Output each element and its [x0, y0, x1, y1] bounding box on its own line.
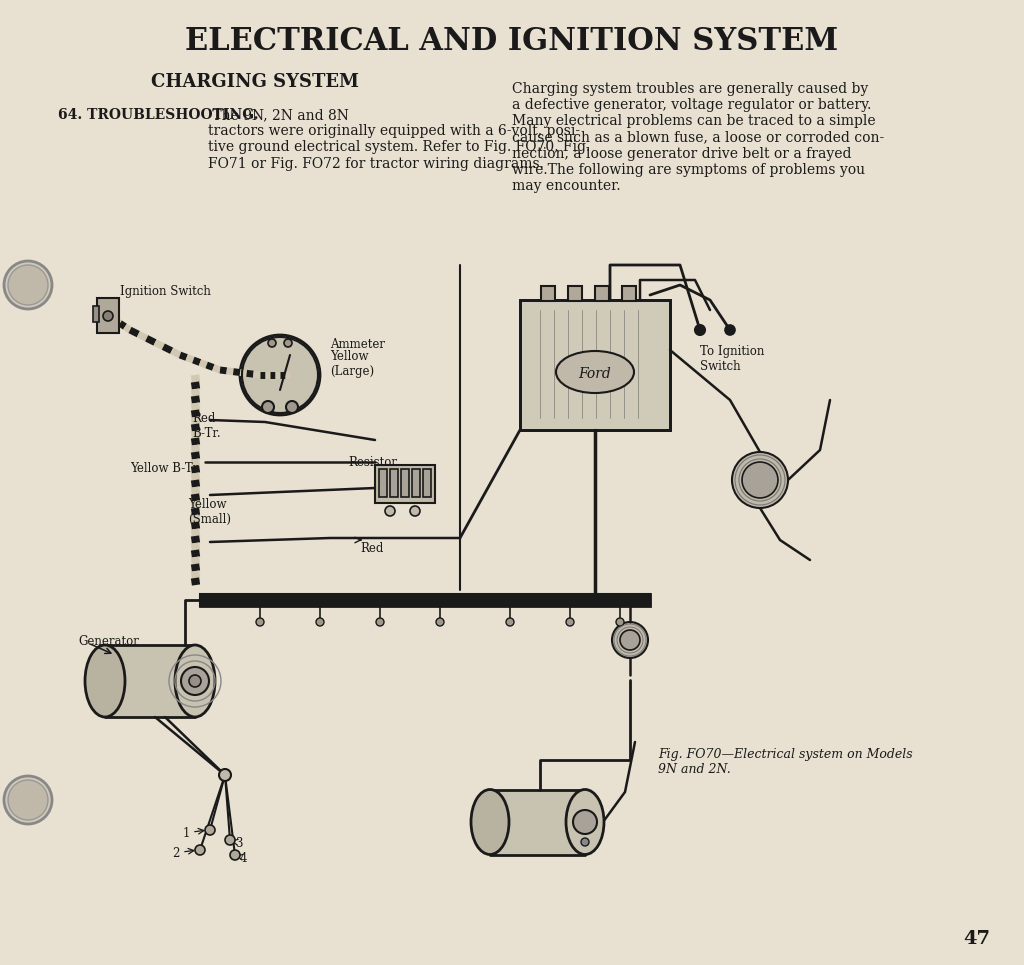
- Circle shape: [219, 769, 231, 781]
- Text: 4: 4: [240, 852, 248, 865]
- Bar: [622, 286, 636, 301]
- Text: 47: 47: [963, 930, 990, 948]
- Circle shape: [284, 339, 292, 347]
- Circle shape: [410, 506, 420, 516]
- Ellipse shape: [471, 789, 509, 854]
- Circle shape: [205, 825, 215, 835]
- Circle shape: [620, 630, 640, 650]
- Circle shape: [616, 618, 624, 626]
- Text: Generator: Generator: [78, 635, 139, 648]
- Bar: [401, 469, 409, 497]
- Text: 64. TROUBLESHOOTING.: 64. TROUBLESHOOTING.: [58, 108, 258, 122]
- Bar: [97, 298, 119, 333]
- Text: The 9N, 2N and 8N
tractors were originally equipped with a 6-volt, posi-
tive gr: The 9N, 2N and 8N tractors were original…: [208, 108, 590, 171]
- Circle shape: [612, 622, 648, 658]
- Circle shape: [385, 506, 395, 516]
- Circle shape: [286, 401, 298, 413]
- Circle shape: [581, 838, 589, 846]
- Text: 1: 1: [182, 827, 190, 840]
- Text: Ammeter: Ammeter: [330, 338, 385, 351]
- Text: Yellow B-Tr.: Yellow B-Tr.: [130, 462, 201, 475]
- Text: Ignition Switch: Ignition Switch: [120, 285, 211, 298]
- Circle shape: [436, 618, 444, 626]
- Circle shape: [256, 618, 264, 626]
- Circle shape: [230, 850, 240, 860]
- Text: To Ignition
Switch: To Ignition Switch: [700, 345, 764, 373]
- Text: Red
B-Tr.: Red B-Tr.: [193, 412, 220, 440]
- Circle shape: [262, 401, 274, 413]
- Circle shape: [316, 618, 324, 626]
- Bar: [595, 286, 609, 301]
- Text: Ford: Ford: [579, 367, 611, 381]
- Circle shape: [573, 810, 597, 834]
- Bar: [568, 286, 582, 301]
- Bar: [93, 306, 99, 322]
- Circle shape: [181, 667, 209, 695]
- Bar: [568, 286, 582, 301]
- Circle shape: [376, 618, 384, 626]
- Bar: [541, 286, 555, 301]
- Circle shape: [8, 265, 48, 305]
- Circle shape: [103, 311, 113, 321]
- Text: ELECTRICAL AND IGNITION SYSTEM: ELECTRICAL AND IGNITION SYSTEM: [185, 26, 839, 58]
- Circle shape: [566, 618, 574, 626]
- Bar: [490, 790, 585, 855]
- Bar: [520, 300, 670, 430]
- Text: Fig. FO70—Electrical system on Models
9N and 2N.: Fig. FO70—Electrical system on Models 9N…: [658, 748, 912, 776]
- Bar: [423, 469, 431, 497]
- Text: Yellow
(Large): Yellow (Large): [330, 350, 374, 378]
- Bar: [375, 465, 435, 503]
- Ellipse shape: [566, 789, 604, 854]
- Circle shape: [189, 675, 201, 687]
- Bar: [541, 286, 555, 301]
- Circle shape: [195, 845, 205, 855]
- Bar: [379, 469, 387, 497]
- Circle shape: [742, 462, 778, 498]
- Bar: [520, 300, 670, 430]
- Bar: [412, 469, 420, 497]
- Text: Resistor: Resistor: [348, 456, 397, 469]
- Bar: [200, 594, 650, 606]
- Text: Red: Red: [360, 542, 383, 555]
- Text: Yellow
(Small): Yellow (Small): [188, 498, 231, 526]
- Bar: [595, 286, 609, 301]
- Ellipse shape: [175, 645, 215, 717]
- Ellipse shape: [556, 351, 634, 393]
- Bar: [105, 645, 195, 717]
- Text: 3: 3: [234, 837, 243, 850]
- Text: 2: 2: [173, 847, 180, 860]
- Circle shape: [725, 325, 735, 335]
- Circle shape: [732, 452, 788, 508]
- Bar: [200, 594, 650, 606]
- Circle shape: [4, 776, 52, 824]
- Bar: [390, 469, 398, 497]
- Bar: [622, 286, 636, 301]
- Circle shape: [506, 618, 514, 626]
- Text: CHARGING SYSTEM: CHARGING SYSTEM: [151, 73, 359, 91]
- Text: Charging system troubles are generally caused by
a defective generator, voltage : Charging system troubles are generally c…: [512, 82, 885, 193]
- Circle shape: [695, 325, 705, 335]
- Ellipse shape: [85, 645, 125, 717]
- Circle shape: [4, 261, 52, 309]
- Circle shape: [268, 339, 276, 347]
- Circle shape: [225, 835, 234, 845]
- Circle shape: [240, 335, 319, 415]
- Circle shape: [8, 780, 48, 820]
